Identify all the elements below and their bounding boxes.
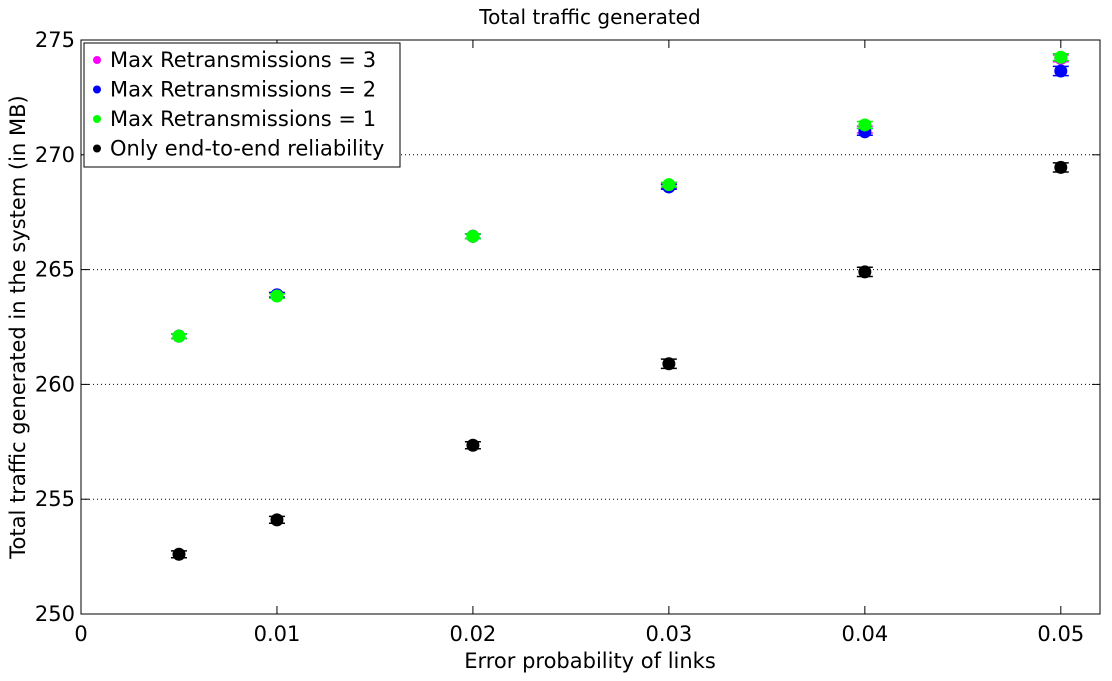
y-tick-label: 275 <box>35 28 75 52</box>
y-axis-label: Total traffic generated in the system (i… <box>6 95 30 559</box>
y-tick-label: 255 <box>35 487 75 511</box>
data-points <box>170 50 1069 561</box>
legend: Max Retransmissions = 3 Max Retransmissio… <box>83 42 401 168</box>
plot-frame <box>80 39 1101 615</box>
data-point <box>270 513 284 527</box>
legend-marker <box>93 85 101 94</box>
legend-box <box>83 42 401 168</box>
data-point <box>662 178 676 192</box>
legend-marker <box>93 56 101 64</box>
x-axis-label: Error probability of links <box>464 649 716 673</box>
data-point <box>662 357 676 371</box>
legend-marker <box>93 144 101 153</box>
legend-label: Max Retransmissions = 2 <box>110 78 376 102</box>
x-tick-label: 0.05 <box>1037 622 1084 646</box>
x-tick-label: 0 <box>74 622 87 646</box>
data-point <box>858 118 872 132</box>
data-point <box>172 547 186 561</box>
data-point <box>270 289 284 303</box>
y-tick-label: 265 <box>35 258 75 282</box>
data-point <box>1054 64 1068 78</box>
data-point <box>1054 160 1068 174</box>
y-tick-label: 260 <box>35 372 75 396</box>
chart-title: Total traffic generated <box>478 5 700 29</box>
legend-marker <box>93 115 101 123</box>
y-tick-label: 270 <box>35 143 75 167</box>
axes: 0 0.01 0.02 0.03 0.04 0.05 250 255 260 265 270 275 <box>35 28 1101 646</box>
legend-label: Only end-to-end reliability <box>110 137 384 161</box>
y-tick-label: 250 <box>35 602 75 626</box>
legend-label: Max Retransmissions = 3 <box>110 48 376 72</box>
data-point <box>172 329 186 343</box>
series-group <box>170 50 1069 343</box>
x-tick-label: 0.03 <box>646 622 693 646</box>
data-point <box>1054 50 1068 64</box>
x-tick-label: 0.04 <box>841 622 888 646</box>
data-point <box>858 265 872 279</box>
data-point <box>466 229 480 243</box>
legend-label: Max Retransmissions = 1 <box>110 107 376 131</box>
series-group <box>170 160 1069 561</box>
data-point <box>466 438 480 452</box>
x-tick-label: 0.01 <box>254 622 301 646</box>
x-tick-label: 0.02 <box>450 622 497 646</box>
